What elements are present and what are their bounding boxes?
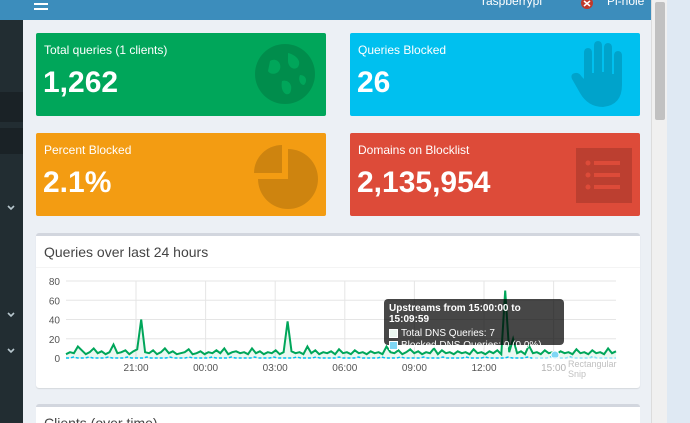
series-blocked-line xyxy=(66,356,616,359)
stat-box-percent-blocked: Percent Blocked 2.1% xyxy=(36,133,326,216)
hamburger-menu-icon[interactable] xyxy=(34,0,48,12)
stat-value: 1,262 xyxy=(43,66,119,99)
chevron-down-icon[interactable] xyxy=(6,203,16,213)
x-tick-label: 12:00 xyxy=(471,363,496,374)
y-tick-label: 40 xyxy=(49,316,61,327)
stat-value: 26 xyxy=(357,66,391,99)
legend-swatch xyxy=(389,341,398,350)
y-tick-label: 60 xyxy=(49,296,61,307)
panel-divider xyxy=(36,267,640,268)
tooltip-row-label: Total DNS Queries: 7 xyxy=(401,328,495,339)
stat-value: 2,135,954 xyxy=(357,166,491,199)
y-tick-label: 0 xyxy=(54,354,60,365)
legend-swatch xyxy=(389,329,398,338)
clients-chart-panel: Clients (over time) xyxy=(36,404,640,423)
stat-label: Percent Blocked xyxy=(44,143,132,157)
top-navbar: raspberrypi Pi-hole xyxy=(0,0,651,20)
sidebar xyxy=(0,20,23,423)
stat-box-total-queries: Total queries (1 clients) 1,262 xyxy=(36,33,326,116)
pihole-logo-icon xyxy=(581,0,593,9)
y-tick-label: 80 xyxy=(49,277,61,288)
x-tick-label: 21:00 xyxy=(123,363,148,374)
globe-icon xyxy=(255,44,315,104)
snip-hint: Rectangular Snip xyxy=(532,357,636,379)
stat-value: 2.1% xyxy=(43,166,112,199)
stat-label: Queries Blocked xyxy=(358,43,447,57)
tooltip-title: Upstreams from 15:00:00 to 15:09:59 xyxy=(389,303,521,325)
panel-title: Clients (over time) xyxy=(44,415,158,423)
tooltip-row-blocked: Blocked DNS Queries: 0 (0.0%) xyxy=(389,340,559,351)
stat-label: Total queries (1 clients) xyxy=(44,43,168,57)
desktop-background xyxy=(667,0,690,423)
pihole-brand-link[interactable]: Pi-hole xyxy=(607,0,645,8)
chevron-down-icon[interactable] xyxy=(6,310,16,320)
panel-title: Queries over last 24 hours xyxy=(44,244,209,260)
x-tick-label: 03:00 xyxy=(263,363,288,374)
series-total-line xyxy=(65,290,617,357)
stat-box-queries-blocked: Queries Blocked 26 xyxy=(350,33,640,116)
chevron-down-icon[interactable] xyxy=(6,346,16,356)
series-blocked-area xyxy=(66,357,616,358)
hand-icon xyxy=(571,41,622,107)
sidebar-active-band xyxy=(0,92,23,122)
y-tick-label: 20 xyxy=(49,335,61,346)
hostname-label: raspberrypi xyxy=(482,0,543,8)
x-tick-label: 09:00 xyxy=(402,363,427,374)
stat-label: Domains on Blocklist xyxy=(358,143,470,157)
chart-tooltip: Upstreams from 15:00:00 to 15:09:59 Tota… xyxy=(384,299,564,351)
stat-box-domains-blocklist: Domains on Blocklist 2,135,954 xyxy=(350,133,640,216)
x-tick-label: 06:00 xyxy=(332,363,357,374)
list-icon xyxy=(576,148,632,203)
tooltip-row-total: Total DNS Queries: 7 xyxy=(389,328,559,339)
pie-chart-icon xyxy=(254,145,318,209)
scrollbar-thumb[interactable] xyxy=(655,2,665,120)
sidebar-band xyxy=(0,128,23,154)
page-scrollbar[interactable] xyxy=(651,0,667,423)
tooltip-row-label: Blocked DNS Queries: 0 (0.0%) xyxy=(401,340,542,351)
x-tick-label: 00:00 xyxy=(193,363,218,374)
